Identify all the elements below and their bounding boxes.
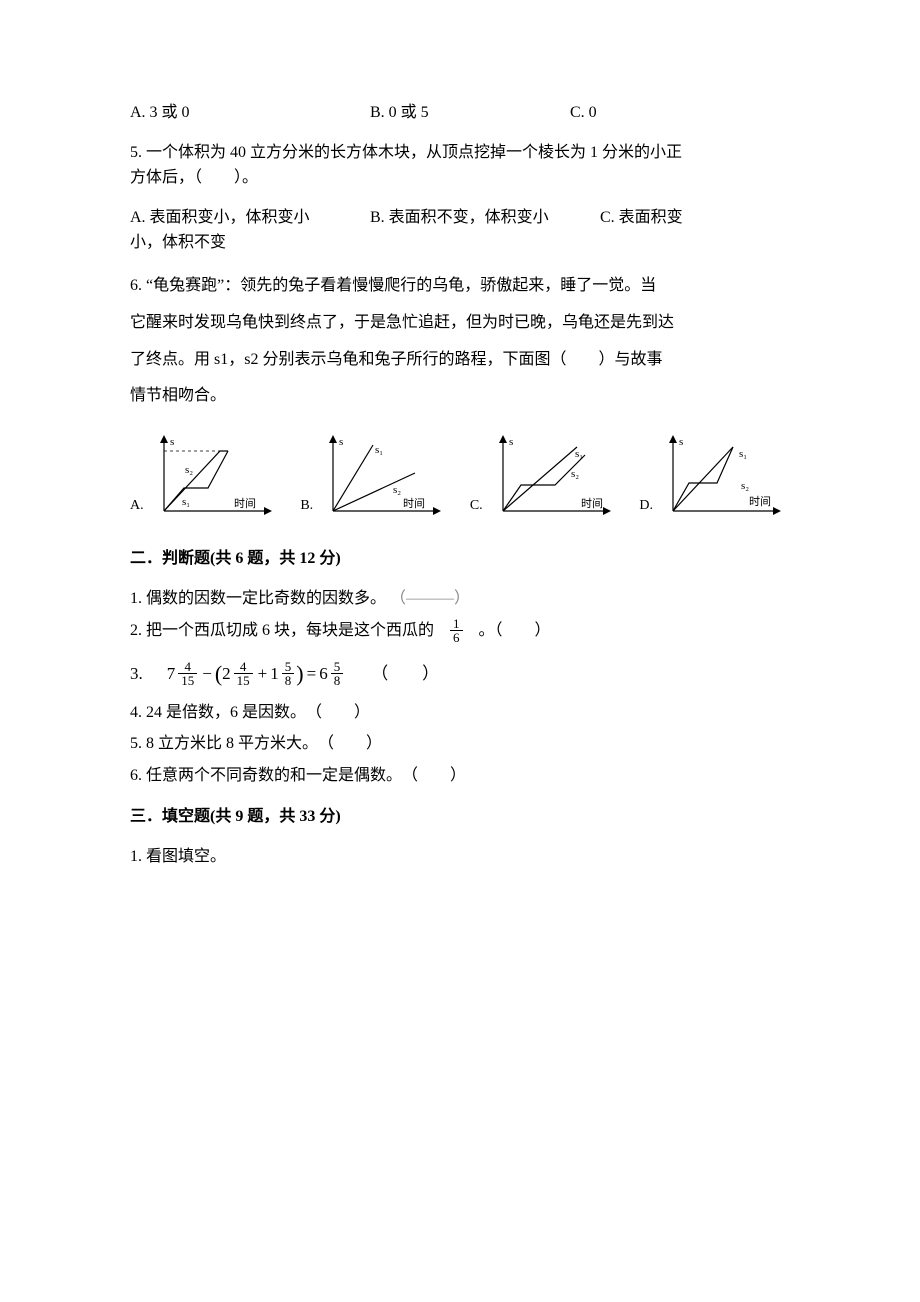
equals-sign: =	[307, 660, 317, 687]
q5-line2: 方体后，（ ）。	[130, 169, 258, 186]
s2-q2-fraction: 1 6	[450, 617, 463, 644]
graph-b: B. s s₁ s₂ 时间	[300, 433, 450, 518]
s2-q1-text: 1. 偶数的因数一定比奇数的因数多。	[130, 590, 386, 607]
q4-options: A. 3 或 0 B. 0 或 5 C. 0	[130, 100, 790, 126]
svg-text:s: s	[509, 436, 513, 448]
svg-text:s₁: s₁	[182, 496, 190, 508]
graph-row: A. s s₂ s₁ 时间 B.	[130, 433, 790, 518]
s2-q2-pre: 2. 把一个西瓜切成 6 块，每块是这个西瓜的	[130, 618, 434, 644]
svg-text:s: s	[339, 436, 343, 448]
s2-q3: 3. 7 4 15 − ( 2 4 15 + 1 5	[130, 656, 790, 691]
graph-d-label: D.	[639, 495, 653, 518]
s2-q6: 6. 任意两个不同奇数的和一定是偶数。 （ ）	[130, 763, 790, 789]
graph-d-svg: s s₁ s₂ 时间	[655, 433, 790, 518]
graph-c: C. s s₁ s₂ 时间	[470, 433, 620, 518]
q4-option-b: B. 0 或 5	[370, 100, 570, 126]
close-paren: )	[296, 656, 303, 691]
plus-sign: +	[258, 660, 268, 687]
svg-text:s₂: s₂	[571, 468, 579, 480]
section2-list: 1. 偶数的因数一定比奇数的因数多。 （———） 2. 把一个西瓜切成 6 块，…	[130, 586, 790, 789]
s2-q1: 1. 偶数的因数一定比奇数的因数多。 （———）	[130, 586, 790, 612]
svg-text:s₂: s₂	[741, 480, 749, 492]
svg-text:时间: 时间	[234, 497, 256, 510]
s2-q3-paren: （ ）	[371, 660, 439, 687]
s2-q2-post: 。（ ）	[479, 618, 551, 644]
s2-q2-frac-num: 1	[450, 617, 463, 631]
graph-a-label: A.	[130, 495, 144, 518]
section2-title: 二．判断题(共 6 题，共 12 分)	[130, 546, 790, 572]
svg-text:s₂: s₂	[185, 464, 193, 476]
q5-options: A. 表面积变小，体积变小 B. 表面积不变，体积变小 C. 表面积变 小，体积…	[130, 205, 790, 256]
graph-a-svg: s s₂ s₁ 时间	[146, 433, 281, 518]
svg-text:s₁: s₁	[575, 448, 583, 460]
s2-q3-m3: 1 5 8	[270, 660, 296, 687]
svg-text:s₁: s₁	[375, 444, 383, 456]
q5-option-c-part1: C. 表面积变	[600, 205, 683, 231]
svg-text:s₁: s₁	[739, 448, 747, 460]
q6-line2: 它醒来时发现乌龟快到终点了，于是急忙追赶，但为时已晚，乌龟还是先到达	[130, 314, 674, 331]
s3-q1: 1. 看图填空。	[130, 844, 790, 870]
svg-text:s: s	[679, 436, 683, 448]
q4-option-a: A. 3 或 0	[130, 100, 370, 126]
q4-option-c: C. 0	[570, 100, 597, 126]
q6-text: 6. “龟兔赛跑”：领先的兔子看着慢慢爬行的乌龟，骄傲起来，睡了一觉。当 它醒来…	[130, 268, 790, 415]
q6-number: 6.	[130, 277, 142, 294]
q5-option-c-part2: 小，体积不变	[130, 230, 790, 256]
svg-text:时间: 时间	[403, 497, 425, 510]
q5-number: 5.	[130, 144, 142, 161]
q5-text: 5. 一个体积为 40 立方分米的长方体木块，从顶点挖掉一个棱长为 1 分米的小…	[130, 140, 790, 191]
s2-q2: 2. 把一个西瓜切成 6 块，每块是这个西瓜的 1 6 。（ ）	[130, 617, 790, 644]
svg-text:s: s	[170, 436, 174, 448]
section3-title: 三．填空题(共 9 题，共 33 分)	[130, 804, 790, 830]
open-paren: (	[215, 656, 222, 691]
svg-text:时间: 时间	[581, 497, 603, 510]
minus-sign: −	[202, 660, 212, 687]
q5-option-b: B. 表面积不变，体积变小	[370, 205, 600, 231]
graph-c-svg: s s₁ s₂ 时间	[485, 433, 620, 518]
graph-b-label: B.	[300, 495, 313, 518]
s2-q1-paren: （———）	[390, 590, 470, 607]
q5-line1: 一个体积为 40 立方分米的长方体木块，从顶点挖掉一个棱长为 1 分米的小正	[146, 144, 682, 161]
q5-option-a: A. 表面积变小，体积变小	[130, 205, 370, 231]
q6-line3: 了终点。用 s1，s2 分别表示乌龟和兔子所行的路程，下面图（ ）与故事	[130, 351, 662, 368]
graph-a: A. s s₂ s₁ 时间	[130, 433, 281, 518]
q6-line4: 情节相吻合。	[130, 387, 226, 404]
graph-d: D. s s₁ s₂ 时间	[639, 433, 790, 518]
s2-q3-m4: 6 5 8	[319, 660, 345, 687]
s2-q3-m2: 2 4 15	[222, 660, 255, 687]
s2-q4: 4. 24 是倍数，6 是因数。 （ ）	[130, 700, 790, 726]
s2-q3-number: 3.	[130, 660, 143, 687]
s2-q3-m1: 7 4 15	[167, 660, 200, 687]
q6-line1: “龟兔赛跑”：领先的兔子看着慢慢爬行的乌龟，骄傲起来，睡了一觉。当	[146, 277, 656, 294]
s2-q5: 5. 8 立方米比 8 平方米大。 （ ）	[130, 731, 790, 757]
s2-q2-frac-den: 6	[450, 631, 463, 644]
graph-b-svg: s s₁ s₂ 时间	[315, 433, 450, 518]
svg-text:时间: 时间	[749, 495, 771, 508]
graph-c-label: C.	[470, 495, 483, 518]
svg-text:s₂: s₂	[393, 484, 401, 496]
